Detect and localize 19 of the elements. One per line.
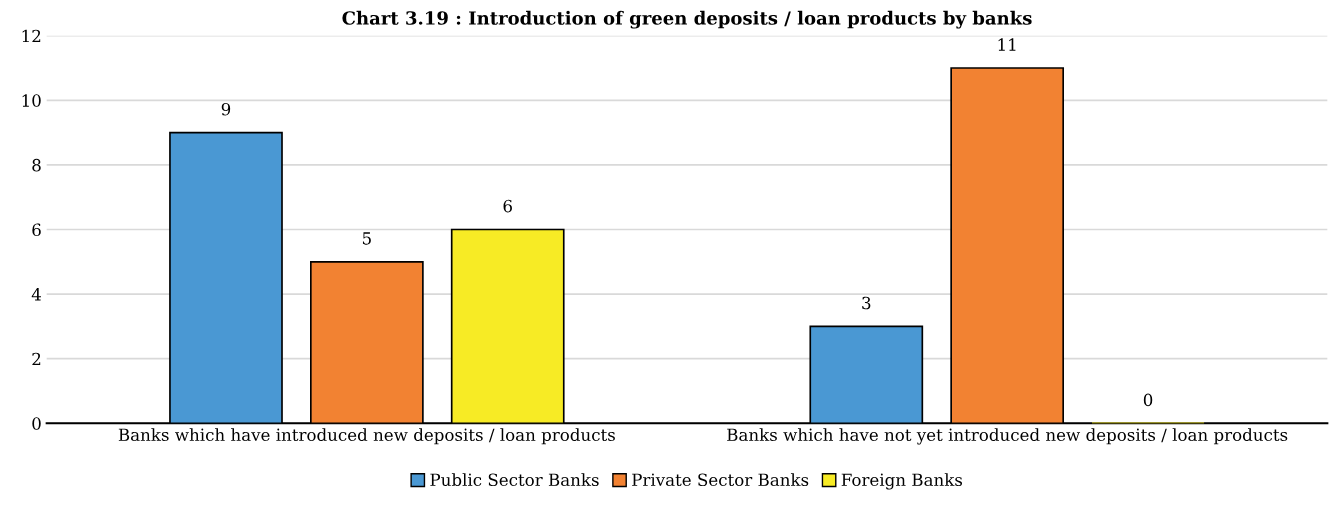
y-tick-label: 8 bbox=[32, 158, 41, 172]
y-tick-label: 6 bbox=[32, 223, 41, 237]
data-label: 3 bbox=[862, 296, 871, 310]
legend-label: Public Sector Banks bbox=[430, 473, 599, 487]
legend-label: Foreign Banks bbox=[841, 473, 963, 490]
y-tick-label: 0 bbox=[32, 417, 41, 430]
data-label: 11 bbox=[998, 38, 1016, 51]
y-tick-label: 12 bbox=[22, 29, 41, 43]
y-tick-label: 2 bbox=[32, 352, 41, 366]
y-tick-label: 4 bbox=[31, 288, 41, 301]
data-label: 5 bbox=[362, 232, 371, 245]
data-label: 9 bbox=[221, 102, 231, 116]
legend-label: Private Sector Banks bbox=[632, 473, 809, 487]
x-tick-label: Banks which have introduced new deposits / loan products bbox=[118, 428, 615, 445]
x-tick-label: Banks which have not yet introduced new deposits / loan products bbox=[727, 428, 1288, 445]
data-label: 0 bbox=[1143, 393, 1153, 407]
data-label: 6 bbox=[503, 199, 512, 213]
y-tick-label: 10 bbox=[22, 94, 41, 107]
chart-title: Chart 3.19 : Introduction of green deposits / loan products by banks bbox=[342, 10, 1032, 29]
